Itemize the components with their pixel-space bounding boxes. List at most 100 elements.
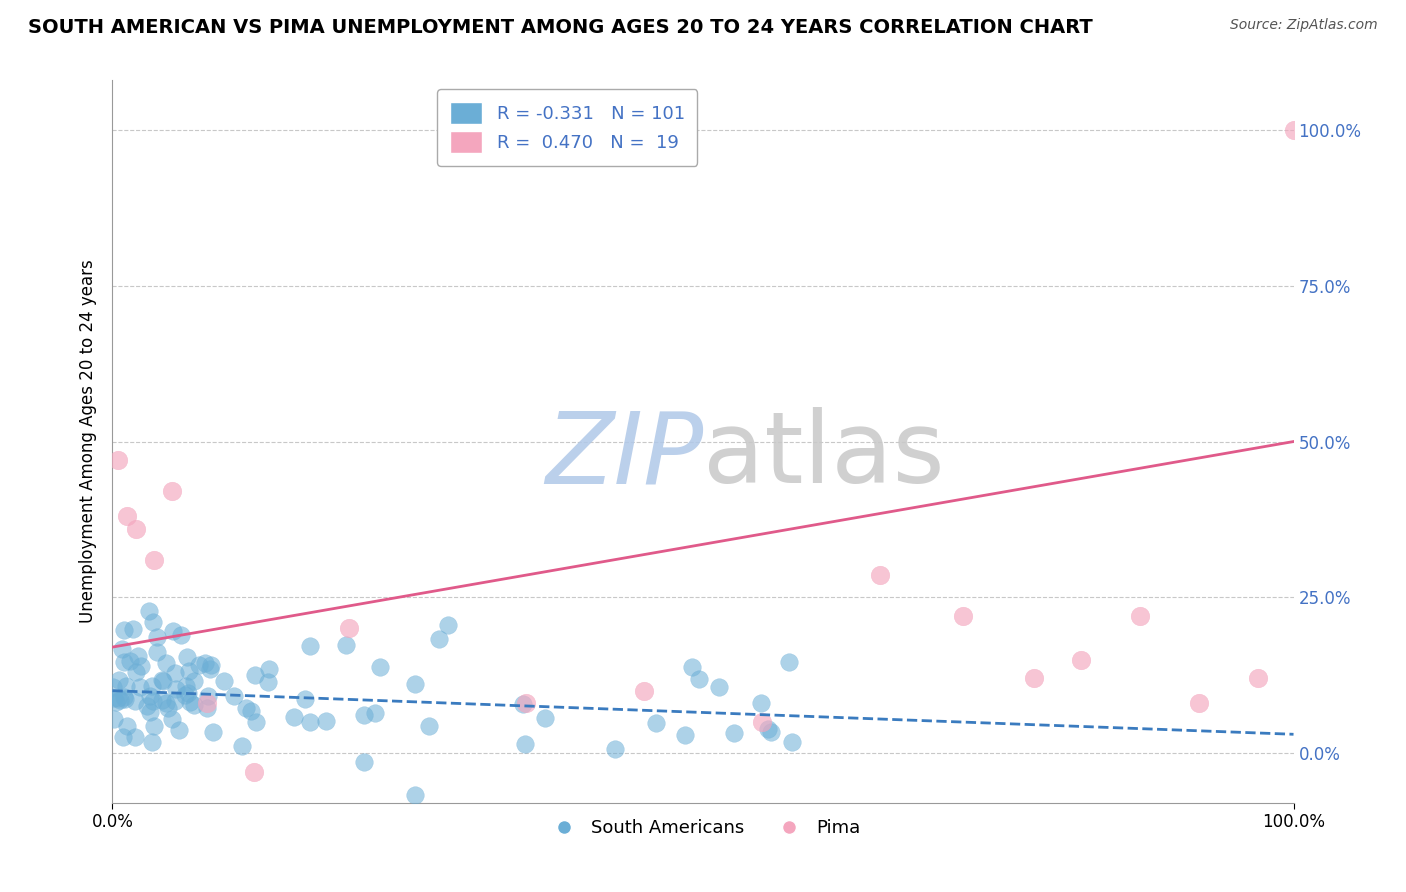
Point xyxy=(235,701,257,715)
Y-axis label: Unemployment Among Ages 20 to 24 years: Unemployment Among Ages 20 to 24 years xyxy=(79,260,97,624)
Point xyxy=(142,553,165,567)
Point xyxy=(364,706,387,721)
Point xyxy=(222,689,245,703)
Point xyxy=(603,742,626,756)
Point xyxy=(294,692,316,706)
Point xyxy=(156,700,179,714)
Point xyxy=(512,697,534,711)
Point xyxy=(176,679,198,693)
Point xyxy=(125,665,148,679)
Point xyxy=(101,680,124,694)
Point xyxy=(146,631,169,645)
Point xyxy=(335,638,357,652)
Point xyxy=(952,609,974,624)
Point xyxy=(195,696,218,710)
Point xyxy=(245,667,267,681)
Point xyxy=(749,696,772,710)
Point xyxy=(124,730,146,744)
Point xyxy=(124,694,146,708)
Point xyxy=(142,615,165,629)
Point xyxy=(418,719,440,733)
Point xyxy=(179,665,201,679)
Point xyxy=(167,723,190,738)
Point xyxy=(129,680,152,694)
Point xyxy=(707,680,730,694)
Point xyxy=(145,645,167,659)
Point xyxy=(436,617,458,632)
Point xyxy=(515,696,537,710)
Point xyxy=(1070,652,1092,666)
Point xyxy=(202,725,225,739)
Point xyxy=(152,673,174,688)
Point xyxy=(1188,696,1211,710)
Point xyxy=(681,660,703,674)
Point xyxy=(160,713,183,727)
Point xyxy=(122,622,145,636)
Point xyxy=(108,673,131,688)
Point xyxy=(103,691,125,706)
Point xyxy=(673,727,696,741)
Point xyxy=(160,484,183,499)
Point xyxy=(150,673,173,688)
Point xyxy=(200,663,222,677)
Point xyxy=(138,689,160,703)
Point xyxy=(170,628,193,642)
Point xyxy=(112,655,135,669)
Point xyxy=(1247,671,1270,685)
Point xyxy=(239,705,262,719)
Point xyxy=(142,694,165,708)
Point xyxy=(120,654,142,668)
Point xyxy=(150,693,173,707)
Point xyxy=(138,604,160,618)
Point xyxy=(125,522,148,536)
Point xyxy=(176,650,198,665)
Point xyxy=(127,648,149,663)
Point xyxy=(298,639,321,653)
Point xyxy=(107,453,129,467)
Point xyxy=(353,707,375,722)
Point xyxy=(174,688,197,702)
Point xyxy=(188,657,211,672)
Point xyxy=(163,665,186,680)
Point xyxy=(1022,671,1045,685)
Point xyxy=(112,730,135,744)
Point xyxy=(257,674,280,689)
Point xyxy=(197,701,219,715)
Point xyxy=(112,690,135,705)
Point xyxy=(142,719,165,733)
Point xyxy=(194,657,217,671)
Point xyxy=(183,698,205,713)
Point xyxy=(115,509,138,524)
Point xyxy=(115,718,138,732)
Text: ZIP: ZIP xyxy=(544,408,703,505)
Legend: South Americans, Pima: South Americans, Pima xyxy=(538,812,868,845)
Point xyxy=(212,673,235,688)
Point xyxy=(780,734,803,748)
Point xyxy=(1129,609,1152,624)
Point xyxy=(165,694,187,708)
Point xyxy=(257,661,280,675)
Point xyxy=(179,695,201,709)
Text: atlas: atlas xyxy=(703,408,945,505)
Point xyxy=(200,657,222,672)
Point xyxy=(110,692,132,706)
Point xyxy=(368,660,391,674)
Point xyxy=(139,705,162,719)
Point xyxy=(633,683,655,698)
Point xyxy=(404,788,426,802)
Point xyxy=(298,715,321,730)
Point xyxy=(165,681,187,696)
Point xyxy=(869,568,891,582)
Point xyxy=(104,695,127,709)
Point xyxy=(245,714,267,729)
Point xyxy=(114,623,136,637)
Point xyxy=(751,714,773,729)
Point xyxy=(183,673,205,688)
Point xyxy=(337,621,360,635)
Point xyxy=(177,685,200,699)
Point xyxy=(162,624,184,639)
Point xyxy=(353,755,375,769)
Point xyxy=(645,715,668,730)
Point xyxy=(778,655,800,669)
Point xyxy=(135,699,157,714)
